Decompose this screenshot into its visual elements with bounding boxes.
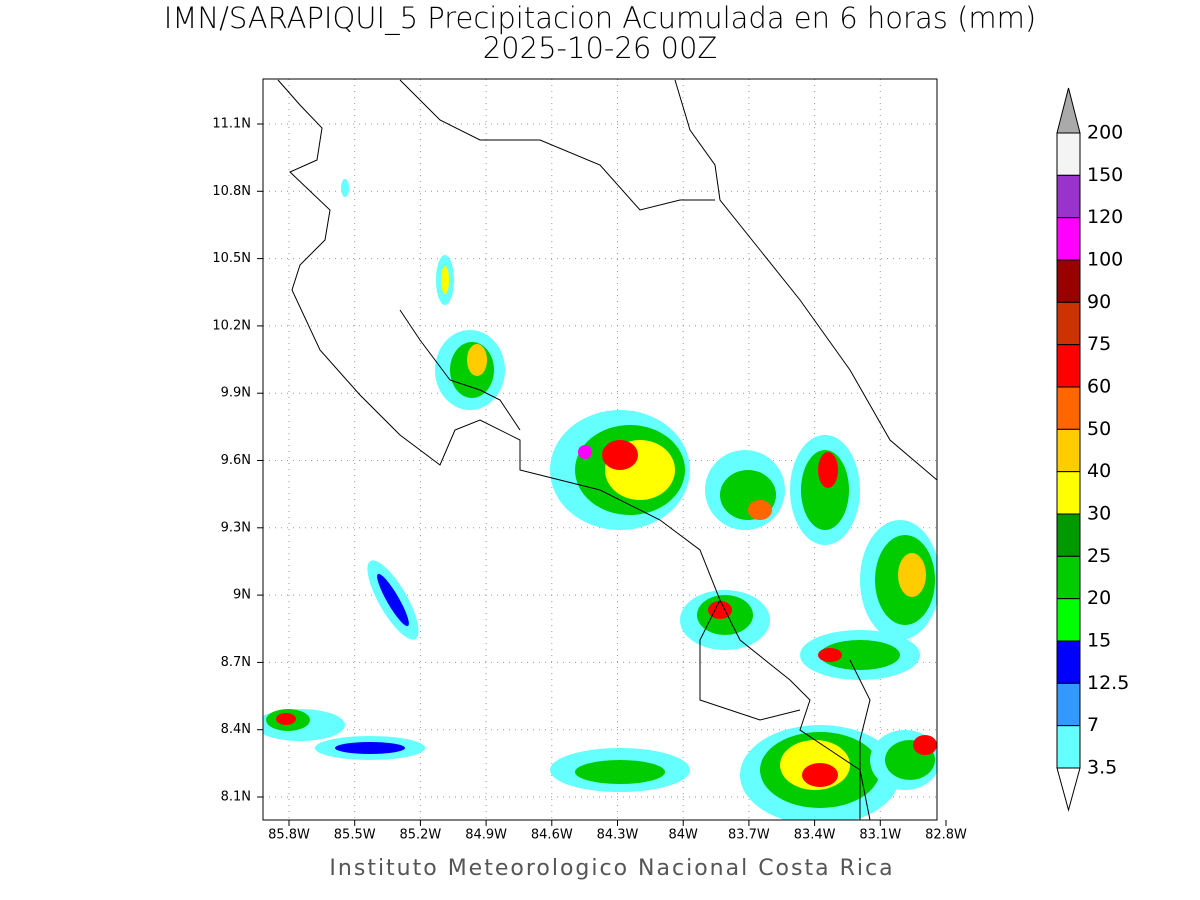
- grid: [263, 79, 937, 820]
- colorbar-label: 100: [1087, 249, 1123, 271]
- lat-tick-label: 11.1N: [212, 117, 251, 132]
- colorbar-box: [1056, 428, 1081, 473]
- precip-blobs: [263, 179, 937, 820]
- title: IMN/SARAPIQUI_5 Precipitacion Acumulada …: [164, 1, 1036, 36]
- colorbar-box: [1056, 174, 1081, 219]
- colorbar-under: [1056, 767, 1081, 812]
- colorbar-box: [1056, 344, 1081, 388]
- lat-tick-label: 8.1N: [221, 790, 251, 805]
- colorbar-box: [1056, 217, 1081, 261]
- lat-tick-label: 9.3N: [221, 520, 251, 535]
- colorbar-label: 50: [1087, 418, 1111, 440]
- lon-tick-label: 83.4W: [794, 828, 836, 843]
- colorbar-label: 60: [1087, 376, 1111, 398]
- lat-tick-label: 9.6N: [221, 453, 251, 468]
- lon-tick-label: 84.3W: [597, 828, 639, 843]
- lat-tick-label: 10.8N: [212, 184, 251, 199]
- colorbar-box: [1056, 555, 1081, 600]
- colorbar-label: 200: [1087, 122, 1123, 144]
- colorbar-box: [1056, 301, 1081, 346]
- colorbar-box: [1056, 471, 1081, 515]
- lon-tick-label: 83.1W: [859, 828, 901, 843]
- colorbar-box: [1056, 725, 1081, 769]
- colorbar-box: [1056, 132, 1081, 176]
- colorbar-label: 30: [1087, 503, 1111, 525]
- colorbar-label: 25: [1087, 545, 1111, 567]
- colorbar-box: [1056, 513, 1081, 557]
- colorbar-box: [1056, 640, 1081, 684]
- colorbar-box: [1056, 259, 1081, 303]
- colorbar-label: 120: [1087, 206, 1123, 228]
- colorbar-label: 150: [1087, 164, 1123, 186]
- lon-tick-label: 85.8W: [268, 828, 310, 843]
- lon-tick-label: 84.6W: [531, 828, 573, 843]
- colorbar-label: 15: [1087, 630, 1111, 652]
- precip-field: [263, 79, 937, 820]
- lat-tick-label: 10.2N: [212, 318, 251, 333]
- colorbar-box: [1056, 682, 1081, 727]
- lat-tick-label: 9.9N: [221, 386, 251, 401]
- colorbar-label: 7: [1087, 714, 1099, 736]
- lat-tick-label: 8.7N: [221, 655, 251, 670]
- colorbar-box: [1056, 598, 1081, 642]
- lon-tick-label: 84W: [668, 828, 698, 843]
- lat-tick-label: 8.4N: [221, 722, 251, 737]
- lon-tick-label: 84.9W: [465, 828, 507, 843]
- subtitle: 2025-10-26 00Z: [483, 31, 718, 65]
- lon-tick-label: 83.7W: [728, 828, 770, 843]
- coastlines: [277, 79, 937, 820]
- lon-tick-label: 85.5W: [334, 828, 376, 843]
- map-frame: [262, 78, 938, 821]
- colorbar-label: 20: [1087, 587, 1111, 609]
- colorbar-label: 12.5: [1087, 672, 1129, 694]
- lat-tick-label: 10.5N: [212, 251, 251, 266]
- colorbar-label: 40: [1087, 460, 1111, 482]
- footer: Instituto Meteorologico Nacional Costa R…: [329, 856, 894, 881]
- colorbar-label: 90: [1087, 291, 1111, 313]
- colorbar-box: [1056, 386, 1081, 430]
- lat-tick-label: 9N: [233, 588, 251, 603]
- lon-tick-label: 82.8W: [925, 828, 967, 843]
- lon-tick-label: 85.2W: [399, 828, 441, 843]
- colorbar-label: 75: [1087, 333, 1111, 355]
- colorbar-over: [1056, 87, 1081, 134]
- colorbar-label: 3.5: [1087, 757, 1117, 779]
